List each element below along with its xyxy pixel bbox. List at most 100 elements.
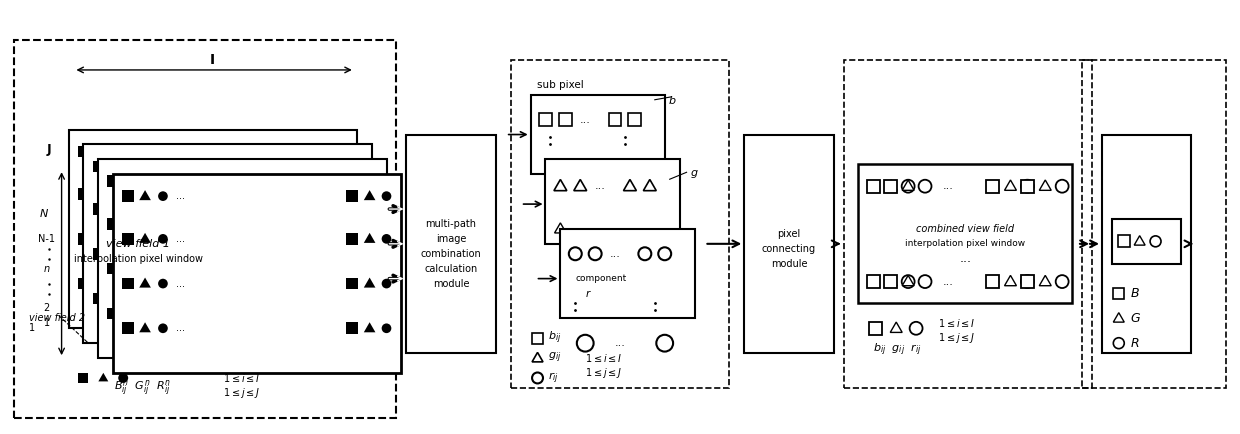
Text: multi-path: multi-path [425,219,476,229]
Text: interpolation pixel window: interpolation pixel window [905,239,1025,248]
Bar [1114,288,1125,299]
Polygon shape [334,203,346,213]
Polygon shape [334,248,346,258]
Text: ...: ... [615,338,625,348]
Circle shape [589,247,601,260]
Bar [346,233,357,245]
Polygon shape [348,307,361,317]
Circle shape [532,372,543,383]
Polygon shape [139,322,151,332]
Text: N-1: N-1 [38,234,56,244]
Text: $g_{ij}$: $g_{ij}$ [548,351,562,365]
Text: $b$: $b$ [667,94,676,106]
Text: 1: 1 [29,323,35,333]
Polygon shape [1004,180,1017,191]
Text: n: n [43,264,50,274]
Circle shape [143,264,153,273]
Circle shape [128,161,138,171]
Bar [346,191,357,202]
Bar [331,175,342,187]
Circle shape [337,147,347,156]
Text: $R$: $R$ [1130,337,1140,350]
Polygon shape [109,203,122,213]
Bar [884,180,897,193]
Circle shape [128,249,138,259]
Bar [1021,275,1034,288]
Polygon shape [319,188,331,198]
Circle shape [113,279,123,289]
Text: ...: ... [161,176,170,186]
Polygon shape [319,145,331,155]
Polygon shape [334,293,346,302]
Polygon shape [94,188,107,198]
Bar [884,275,897,288]
Text: N: N [40,209,48,219]
Text: $B_{ij}^n$  $G_{ij}^n$  $R_{ij}^n$: $B_{ij}^n$ $G_{ij}^n$ $R_{ij}^n$ [114,378,171,398]
Text: $1 \leq j \leq J$: $1 \leq j \leq J$ [222,386,260,400]
Bar [346,322,357,334]
Text: component: component [575,274,626,283]
Bar [108,175,119,187]
Bar [316,293,327,304]
Polygon shape [903,180,914,191]
Bar [108,308,119,319]
Text: r: r [585,289,589,299]
Polygon shape [348,263,361,273]
Polygon shape [139,277,151,288]
Bar [123,278,134,289]
Circle shape [1021,180,1034,193]
Circle shape [1055,180,1069,193]
Circle shape [382,279,392,289]
Circle shape [337,189,347,199]
Polygon shape [1114,312,1125,322]
Circle shape [143,219,153,229]
Text: I: I [210,53,216,67]
Polygon shape [109,248,122,258]
Text: ...: ... [131,189,140,199]
Text: ...: ... [942,181,954,191]
Text: combined view field: combined view field [916,224,1014,234]
Text: sub pixel: sub pixel [537,80,584,90]
Bar [78,373,88,383]
Text: $1 \leq j \leq J$: $1 \leq j \leq J$ [585,366,622,380]
Text: ...: ... [131,279,140,289]
Polygon shape [1004,276,1017,286]
Circle shape [1021,275,1034,288]
Bar [539,113,552,126]
Polygon shape [574,180,587,191]
Polygon shape [1135,236,1145,245]
Bar [331,263,342,274]
Text: ...: ... [161,219,170,229]
Circle shape [159,323,167,333]
Circle shape [901,275,915,288]
Bar [108,263,119,274]
Bar [78,278,89,289]
Circle shape [367,219,377,229]
Polygon shape [363,322,376,332]
Polygon shape [348,175,361,185]
Polygon shape [124,218,136,228]
Circle shape [367,264,377,273]
Bar [316,161,327,172]
Bar [14,40,397,418]
Circle shape [382,234,392,244]
Text: combination: combination [420,249,481,259]
Polygon shape [363,190,376,200]
Polygon shape [624,180,636,191]
Bar [1112,219,1182,264]
Polygon shape [890,322,903,332]
Polygon shape [124,307,136,317]
Text: $r_{ij}$: $r_{ij}$ [548,370,559,386]
Bar [560,229,694,319]
Text: image: image [436,234,466,244]
Text: ...: ... [960,252,971,265]
Bar [843,60,1092,388]
Bar [113,174,402,373]
Text: ...: ... [176,279,185,289]
Polygon shape [885,180,898,191]
Bar [108,218,119,230]
Circle shape [382,323,392,333]
Polygon shape [334,160,346,171]
Bar [68,130,357,328]
Bar [78,233,89,245]
